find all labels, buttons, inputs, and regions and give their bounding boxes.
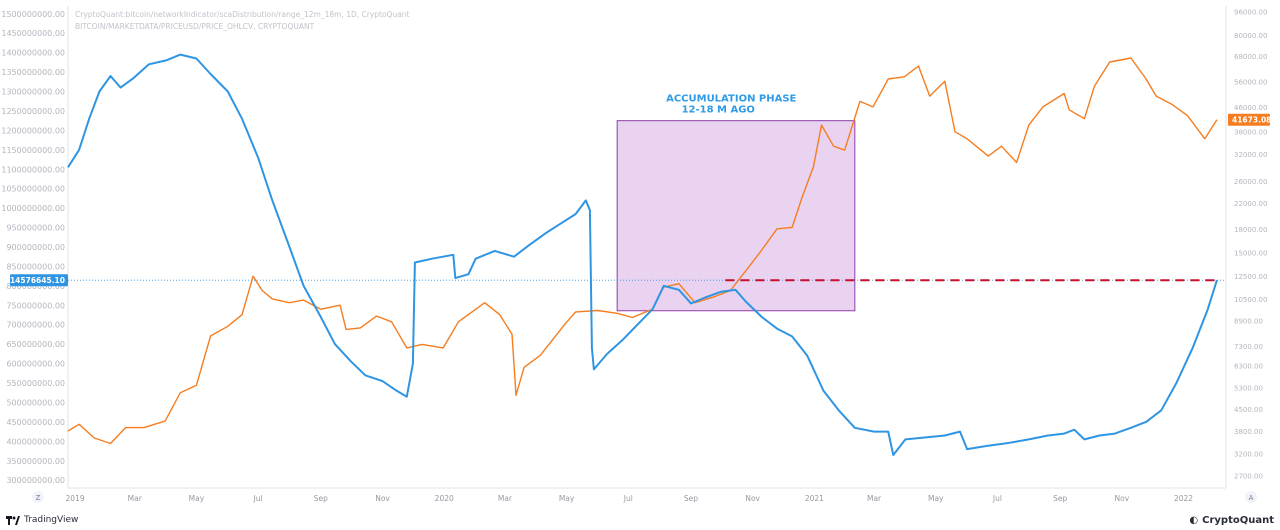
x-tick-label: Mar	[498, 494, 513, 503]
right-tick-label: 38000.00	[1234, 129, 1267, 137]
left-tick-label: 400000000.00	[6, 437, 65, 446]
left-tick-label: 1050000000.00	[1, 185, 65, 194]
right-tick-label: 46000.00	[1234, 104, 1267, 112]
x-tick-label: May	[928, 494, 944, 503]
left-tick-label: 1350000000.00	[1, 68, 65, 77]
left-tick-label: 700000000.00	[6, 321, 65, 330]
x-tick-label: Jul	[623, 494, 633, 503]
x-tick-label: Mar	[128, 494, 143, 503]
left-tick-label: 850000000.00	[6, 262, 65, 271]
cryptoquant-logo-icon: ◐	[1189, 514, 1199, 526]
left-current-badge: 814576645.10	[5, 274, 68, 287]
right-tick-label: 12500.00	[1234, 273, 1267, 281]
accumulation-box	[616, 120, 856, 312]
left-tick-label: 1400000000.00	[1, 49, 65, 58]
right-tick-label: 80000.00	[1234, 32, 1267, 40]
grid	[67, 6, 1227, 489]
left-tick-label: 1150000000.00	[1, 146, 65, 155]
x-axis: 2019 Mar May Jul Sep Nov 2020 Mar May Jul Sep Nov 20…	[66, 494, 1194, 503]
source-line-2: BITCOIN/MARKETDATA/PRICEUSD/PRICE_OHLCV,…	[75, 22, 315, 31]
right-tick-label: 8900.00	[1234, 317, 1263, 325]
scale-button-left[interactable]: Z	[32, 491, 44, 503]
right-tick-label: 32000.00	[1234, 151, 1267, 159]
left-tick-label: 300000000.00	[6, 476, 65, 485]
right-tick-label: 26000.00	[1234, 178, 1267, 186]
right-tick-label: 3200.00	[1234, 450, 1263, 458]
right-tick-label: 10500.00	[1234, 296, 1267, 304]
x-tick-label: Sep	[1053, 494, 1067, 503]
right-tick-label: 68000.00	[1234, 53, 1267, 61]
right-tick-label: 22000.00	[1234, 200, 1267, 208]
cryptoquant-label: CryptoQuant	[1202, 514, 1274, 526]
x-tick-label: Sep	[684, 494, 698, 503]
x-tick-label: Nov	[745, 494, 760, 503]
left-tick-label: 450000000.00	[6, 418, 65, 427]
tradingview-logo-icon	[6, 515, 20, 525]
right-tick-label: 2700.00	[1234, 472, 1263, 480]
right-current-badge: 41673.08	[1228, 113, 1271, 126]
left-tick-label: 1450000000.00	[1, 29, 65, 38]
x-tick-label: 2020	[435, 494, 454, 503]
x-tick-label: 2022	[1174, 494, 1193, 503]
x-tick-label: May	[559, 494, 575, 503]
left-tick-label: 950000000.00	[6, 224, 65, 233]
left-tick-label: 550000000.00	[6, 379, 65, 388]
x-tick-label: May	[189, 494, 205, 503]
left-tick-label: 1300000000.00	[1, 88, 65, 97]
left-tick-label: 500000000.00	[6, 398, 65, 407]
cryptoquant-brand[interactable]: ◐ CryptoQuant	[1189, 513, 1274, 527]
x-tick-label: Jul	[992, 494, 1002, 503]
x-tick-label: Sep	[314, 494, 328, 503]
right-tick-label: 56000.00	[1234, 78, 1267, 86]
right-axis: 96000.00 80000.00 68000.00 56000.00 46000.00…	[1234, 8, 1267, 480]
x-tick-label: Nov	[1115, 494, 1130, 503]
right-tick-label: 6300.00	[1234, 362, 1263, 370]
left-tick-label: 1250000000.00	[1, 107, 65, 116]
left-tick-label: 600000000.00	[6, 360, 65, 369]
x-tick-label: Nov	[375, 494, 390, 503]
scale-button-right-label: A	[1249, 494, 1254, 502]
right-tick-label: 3800.00	[1234, 428, 1263, 436]
x-tick-label: Mar	[867, 494, 882, 503]
left-tick-label: 900000000.00	[6, 243, 65, 252]
x-tick-label: 2019	[66, 494, 85, 503]
right-tick-label: 18000.00	[1234, 226, 1267, 234]
tradingview-label: TradingView	[24, 515, 79, 525]
annotation-line-1: ACCUMULATION PHASE	[666, 94, 796, 105]
right-tick-label: 15000.00	[1234, 250, 1267, 258]
blue-series-line	[67, 53, 1218, 456]
left-current-label: 814576645.10	[5, 276, 65, 285]
tradingview-brand[interactable]: TradingView	[6, 513, 78, 527]
x-tick-label: 2021	[805, 494, 824, 503]
series-layer	[67, 53, 1218, 456]
right-tick-label: 7300.00	[1234, 343, 1263, 351]
left-tick-label: 1500000000.00	[1, 10, 65, 19]
scale-button-right[interactable]: A	[1245, 491, 1257, 503]
source-info: CryptoQuant:bitcoin/networkIndicator/sca…	[75, 10, 410, 31]
left-tick-label: 350000000.00	[6, 457, 65, 466]
left-tick-label: 650000000.00	[6, 340, 65, 349]
left-axis: 1500000000.00 1450000000.00 1400000000.00 1…	[1, 10, 65, 485]
right-tick-label: 96000.00	[1234, 8, 1267, 16]
left-tick-label: 1200000000.00	[1, 126, 65, 135]
right-tick-label: 5300.00	[1234, 385, 1263, 393]
left-tick-label: 800000000.00	[6, 282, 65, 291]
right-current-label: 41673.08	[1232, 116, 1271, 125]
right-tick-label: 4500.00	[1234, 406, 1263, 414]
left-tick-label: 750000000.00	[6, 301, 65, 310]
scale-button-left-label: Z	[36, 494, 41, 502]
source-line-1: CryptoQuant:bitcoin/networkIndicator/sca…	[75, 10, 410, 19]
annotation-line-2: 12-18 M AGO	[682, 105, 755, 116]
x-tick-label: Jul	[253, 494, 263, 503]
left-tick-label: 1100000000.00	[1, 165, 65, 174]
left-tick-label: 1000000000.00	[1, 204, 65, 213]
